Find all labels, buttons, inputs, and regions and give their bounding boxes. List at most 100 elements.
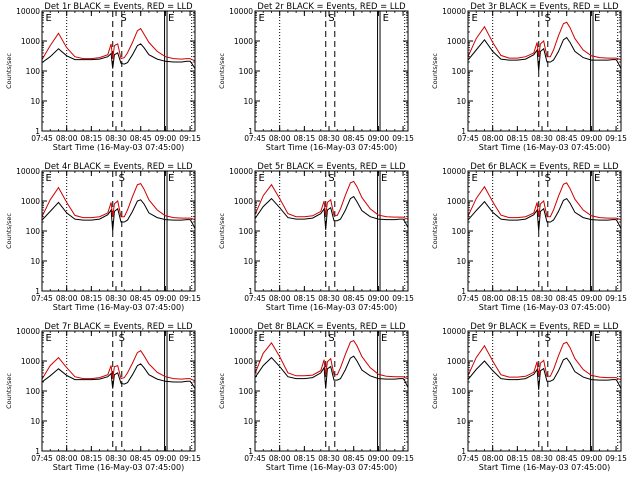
y-tick-label: 1000 [234, 37, 253, 46]
x-tick-label: 09:00 [581, 134, 603, 143]
y-tick-label: 1 [461, 447, 466, 456]
x-tick-label: 08:00 [482, 294, 504, 303]
interval-marker-label: E [45, 333, 51, 344]
x-tick-label: 08:15 [81, 294, 103, 303]
series-line-events [41, 199, 196, 232]
y-tick-label: 1 [248, 447, 253, 456]
x-tick-label: 08:45 [556, 134, 578, 143]
interval-marker-label: S [328, 173, 334, 184]
y-tick-label: 100 [239, 387, 254, 396]
x-tick-label: 07:45 [31, 134, 53, 143]
y-axis-label: Counts/sec [218, 213, 226, 249]
y-tick-label: 100 [452, 227, 467, 236]
chart-title: Det 5r BLACK = Events, RED = LLD [257, 161, 405, 171]
chart-title: Det 3r BLACK = Events, RED = LLD [470, 1, 618, 11]
series-line-events [41, 43, 196, 69]
x-tick-label: 08:30 [105, 454, 127, 463]
interval-marker-label: E [594, 13, 600, 24]
y-tick-label: 10000 [442, 167, 466, 176]
plot-frame [467, 170, 622, 292]
x-tick-label: 07:45 [457, 294, 479, 303]
x-tick-label: 08:00 [269, 294, 291, 303]
y-tick-label: 1000 [21, 37, 40, 46]
x-tick-label: 09:15 [605, 134, 627, 143]
x-tick-label: 08:15 [507, 134, 529, 143]
y-tick-label: 1000 [234, 357, 253, 366]
x-tick-label: 08:00 [482, 454, 504, 463]
y-axis-label: Counts/sec [5, 373, 13, 409]
chart-title: Det 6r BLACK = Events, RED = LLD [470, 161, 618, 171]
x-tick-label: 09:00 [368, 134, 390, 143]
x-tick-label: 08:00 [482, 134, 504, 143]
y-tick-label: 1 [35, 447, 40, 456]
lightcurve-plot: Det 6r BLACK = Events, RED = LLD E S E 1 10 10… [431, 161, 627, 312]
x-tick-label: 09:15 [605, 294, 627, 303]
x-tick-label: 07:45 [244, 454, 266, 463]
detector-panel-7: Det 7r BLACK = Events, RED = LLD E S E 1 10 10… [0, 320, 213, 480]
y-tick-label: 1 [35, 127, 40, 136]
x-axis-label: Start Time (16-May-03 07:45:00) [479, 143, 610, 152]
x-tick-label: 08:45 [556, 294, 578, 303]
x-tick-label: 09:00 [155, 134, 177, 143]
x-tick-label: 09:15 [392, 454, 414, 463]
interval-marker-label: E [258, 13, 264, 24]
x-tick-label: 09:00 [155, 294, 177, 303]
x-axis-label: Start Time (16-May-03 07:45:00) [479, 303, 610, 312]
interval-marker-label: E [471, 13, 477, 24]
x-tick-label: 08:15 [507, 294, 529, 303]
detector-panel-4: Det 4r BLACK = Events, RED = LLD E S E 1 10 10… [0, 160, 213, 320]
plot-frame [467, 330, 622, 452]
y-tick-label: 10000 [16, 327, 40, 336]
interval-marker-label: S [545, 13, 551, 24]
x-tick-label: 08:45 [130, 134, 152, 143]
y-tick-label: 1 [248, 127, 253, 136]
interval-marker-label: E [594, 173, 600, 184]
interval-marker-label: S [119, 173, 125, 184]
detector-panel-8: Det 8r BLACK = Events, RED = LLD E S E 1 10 10… [213, 320, 426, 480]
y-axis-label: Counts/sec [218, 53, 226, 89]
interval-marker-label: E [258, 173, 264, 184]
plot-frame [254, 10, 409, 132]
y-tick-label: 10000 [442, 7, 466, 16]
x-tick-label: 08:30 [318, 454, 340, 463]
x-tick-label: 07:45 [31, 294, 53, 303]
interval-marker-label: E [168, 13, 174, 24]
x-tick-label: 07:45 [31, 454, 53, 463]
lightcurve-plot: Det 2r BLACK = Events, RED = LLD E S E 1 10 10… [218, 1, 414, 152]
series-line-lld [467, 341, 622, 381]
plot-frame [41, 330, 196, 452]
y-tick-label: 10 [30, 417, 40, 426]
series-line-events [254, 355, 409, 389]
x-tick-label: 08:00 [56, 454, 78, 463]
series-line-events [467, 197, 622, 232]
lightcurve-plot: Det 3r BLACK = Events, RED = LLD E S E 1 10 10… [431, 1, 627, 152]
series-line-events [467, 36, 622, 72]
x-axis-label: Start Time (16-May-03 07:45:00) [53, 303, 184, 312]
lightcurve-plot: Det 4r BLACK = Events, RED = LLD E S E 1 10 10… [5, 161, 201, 312]
y-tick-label: 10000 [229, 327, 253, 336]
x-tick-label: 08:15 [81, 454, 103, 463]
series-line-lld [41, 182, 196, 221]
y-tick-label: 1 [461, 127, 466, 136]
interval-marker-label: E [471, 173, 477, 184]
plot-frame [41, 10, 196, 132]
x-tick-label: 08:30 [105, 134, 127, 143]
y-axis-label: Counts/sec [218, 373, 226, 409]
x-axis-label: Start Time (16-May-03 07:45:00) [266, 303, 397, 312]
chart-title: Det 4r BLACK = Events, RED = LLD [44, 161, 192, 171]
x-tick-label: 08:15 [294, 454, 316, 463]
y-tick-label: 10 [456, 97, 466, 106]
interval-marker-label: S [119, 333, 125, 344]
x-tick-label: 08:00 [269, 454, 291, 463]
interval-marker-label: E [381, 333, 387, 344]
interval-marker-label: S [545, 173, 551, 184]
x-tick-label: 09:00 [155, 454, 177, 463]
interval-marker-label: E [381, 173, 387, 184]
x-tick-label: 08:45 [130, 454, 152, 463]
x-tick-label: 08:45 [556, 454, 578, 463]
y-tick-label: 1 [461, 287, 466, 296]
lightcurve-plot: Det 8r BLACK = Events, RED = LLD E S E 1 10 10… [218, 321, 414, 472]
y-tick-label: 100 [26, 67, 41, 76]
lightcurve-plot: Det 1r BLACK = Events, RED = LLD E S E 1 10 10… [5, 1, 201, 152]
